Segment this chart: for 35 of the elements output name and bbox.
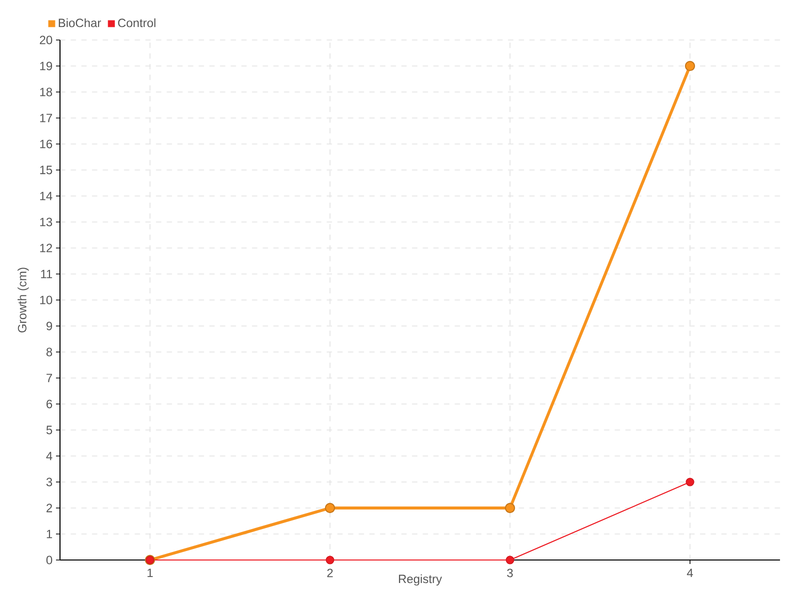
point [506,556,514,564]
x-tick-label: 4 [686,568,693,577]
y-tick-label: 1 [46,530,52,538]
y-tick-label: 11 [41,270,52,278]
y-tick-label: 5 [46,426,52,434]
y-tick-label: 15 [40,166,52,174]
point [324,502,336,514]
y-tick-label: 10 [40,296,52,304]
legend-label: BioChar [58,18,102,28]
y-tick-label: 17 [40,114,52,122]
y-tick-label: 19 [40,62,52,70]
y-tick-label: 9 [46,322,52,330]
y-tick-label: 7 [46,374,52,382]
x-tick-label: 2 [327,568,333,578]
x-tick-label: 1 [148,568,153,577]
y-tick-label: 16 [40,140,52,148]
y-tick-label: 4 [46,452,52,460]
y-tick-label: 3 [46,478,52,486]
y-tick-label: 12 [40,244,52,252]
y-tick-label: 18 [40,88,52,96]
point [326,556,334,564]
y-tick-label: 8 [46,348,52,356]
y-axis-title: Growth (cm) [18,268,29,332]
point [504,502,516,514]
y-tick-label: 6 [46,400,52,408]
point [686,478,694,486]
y-tick-label: 13 [40,218,52,226]
x-axis-title: Registry [398,574,442,586]
x-tick-label: 3 [507,568,513,578]
y-tick-label: 20 [40,36,52,44]
y-tick-label: 14 [40,192,52,200]
y-tick-label: 0 [46,556,52,564]
y-tick-label: 2 [46,504,52,512]
point [684,60,696,72]
legend-label: Control [118,18,156,28]
